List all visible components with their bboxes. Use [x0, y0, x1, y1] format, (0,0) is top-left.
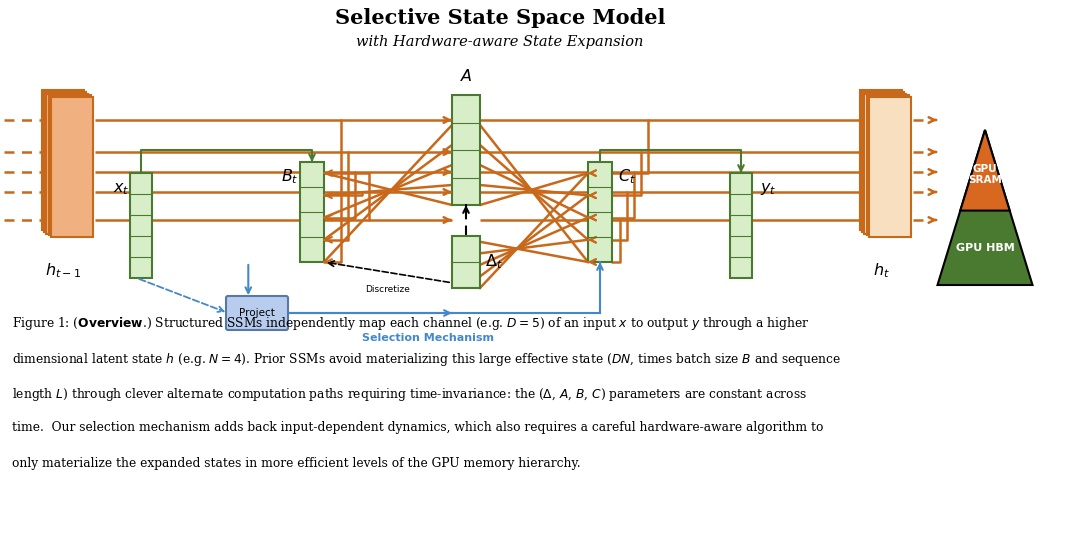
Text: dimensional latent state $h$ (e.g. $N = 4$). Prior SSMs avoid materializing this: dimensional latent state $h$ (e.g. $N = … [12, 350, 841, 368]
Bar [44, 92, 86, 232]
Polygon shape [937, 130, 1032, 285]
Bar [49, 96, 91, 235]
Bar [866, 96, 908, 235]
Bar [51, 97, 93, 237]
Text: with Hardware-aware State Expansion: with Hardware-aware State Expansion [356, 35, 644, 49]
Text: Discretize: Discretize [365, 285, 410, 294]
Bar [453, 236, 480, 288]
Bar [588, 162, 612, 262]
Bar [860, 90, 902, 230]
Bar [864, 93, 906, 234]
Text: $h_{t-1}$: $h_{t-1}$ [45, 261, 81, 280]
Bar [300, 162, 324, 262]
Text: $C_t$: $C_t$ [618, 167, 636, 186]
Text: only materialize the expanded states in more efficient levels of the GPU memory : only materialize the expanded states in … [12, 457, 581, 470]
Text: $B_t$: $B_t$ [281, 167, 299, 186]
Text: Selective State Space Model: Selective State Space Model [335, 8, 665, 28]
Text: Project: Project [239, 308, 275, 318]
Text: time.  Our selection mechanism adds back input-dependent dynamics, which also re: time. Our selection mechanism adds back … [12, 422, 823, 435]
Text: Figure 1: ($\mathbf{Overview}$.) Structured SSMs independently map each channel : Figure 1: ($\mathbf{Overview}$.) Structu… [12, 315, 810, 332]
Text: $h_t$: $h_t$ [873, 261, 890, 280]
Text: Selection Mechanism: Selection Mechanism [362, 333, 494, 343]
Text: $y_t$: $y_t$ [760, 180, 777, 197]
Bar [42, 90, 84, 230]
Text: $\Delta_t$: $\Delta_t$ [485, 253, 503, 271]
Text: $x_t$: $x_t$ [112, 180, 130, 197]
Polygon shape [960, 130, 1010, 211]
Bar [130, 173, 152, 278]
Bar [868, 97, 910, 237]
Bar [453, 95, 480, 205]
FancyBboxPatch shape [226, 296, 288, 330]
Text: length $L$) through clever alternate computation paths requiring time-invariance: length $L$) through clever alternate com… [12, 386, 807, 403]
Text: GPU HBM: GPU HBM [956, 243, 1014, 253]
Bar [730, 173, 752, 278]
Bar [862, 92, 904, 232]
Bar [46, 93, 89, 234]
Text: $A$: $A$ [460, 68, 472, 85]
Text: GPU
SRAM: GPU SRAM [968, 164, 1002, 185]
